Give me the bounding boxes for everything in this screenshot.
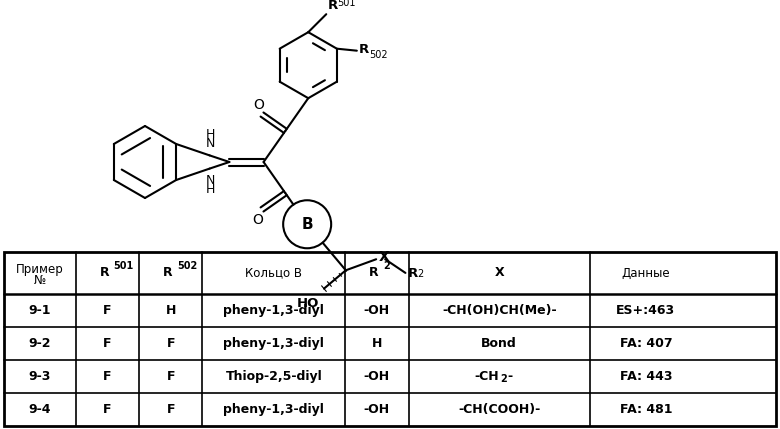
Text: FA: 443: FA: 443 <box>619 370 672 383</box>
Text: Thiop-2,5-diyl: Thiop-2,5-diyl <box>225 370 322 383</box>
Text: 2: 2 <box>417 269 424 279</box>
Text: Bond: Bond <box>481 337 517 350</box>
Text: ES+:463: ES+:463 <box>616 304 675 317</box>
Text: H: H <box>372 337 382 350</box>
Text: B: B <box>301 217 313 232</box>
Bar <box>4 252 776 426</box>
Text: H: H <box>206 183 215 196</box>
Text: 9-2: 9-2 <box>29 337 51 350</box>
Text: 501: 501 <box>113 261 133 271</box>
Text: 502: 502 <box>369 50 388 60</box>
Text: Данные: Данные <box>622 266 670 280</box>
Text: R: R <box>328 0 338 12</box>
Text: pheny-1,3-diyl: pheny-1,3-diyl <box>223 337 324 350</box>
Text: 502: 502 <box>177 261 197 271</box>
Text: -: - <box>507 370 512 383</box>
Text: F: F <box>103 337 112 350</box>
Text: R: R <box>163 266 172 280</box>
Text: 501: 501 <box>337 0 356 8</box>
Text: H: H <box>206 128 215 142</box>
Text: F: F <box>103 403 112 416</box>
Text: -OH: -OH <box>363 304 390 317</box>
Text: R: R <box>369 266 378 280</box>
Text: X: X <box>495 266 504 280</box>
Text: -OH: -OH <box>363 403 390 416</box>
Text: -CH(OH)CH(Me)-: -CH(OH)CH(Me)- <box>442 304 557 317</box>
Text: O: O <box>253 214 264 227</box>
Text: X: X <box>379 250 390 264</box>
Text: 2: 2 <box>500 375 507 384</box>
Text: 9-3: 9-3 <box>29 370 51 383</box>
Text: R: R <box>100 266 109 280</box>
Text: O: O <box>254 97 264 112</box>
Text: 9-4: 9-4 <box>29 403 51 416</box>
Text: №: № <box>34 275 46 287</box>
Text: pheny-1,3-diyl: pheny-1,3-diyl <box>223 304 324 317</box>
Text: 9-1: 9-1 <box>29 304 51 317</box>
Text: Кольцо B: Кольцо B <box>246 266 303 280</box>
Text: F: F <box>103 304 112 317</box>
Text: HO: HO <box>296 296 319 310</box>
Text: Пример: Пример <box>16 263 64 275</box>
Text: -OH: -OH <box>363 370 390 383</box>
Text: FA: 407: FA: 407 <box>619 337 672 350</box>
Text: -CH: -CH <box>474 370 499 383</box>
Text: N: N <box>206 137 215 151</box>
Text: FA: 481: FA: 481 <box>619 403 672 416</box>
Text: 2: 2 <box>383 261 390 271</box>
Text: R: R <box>407 267 417 281</box>
Text: F: F <box>103 370 112 383</box>
Text: -CH(COOH)-: -CH(COOH)- <box>458 403 541 416</box>
Text: H: H <box>165 304 176 317</box>
Text: pheny-1,3-diyl: pheny-1,3-diyl <box>223 403 324 416</box>
Text: N: N <box>206 174 215 187</box>
Text: R: R <box>359 43 369 56</box>
Text: F: F <box>166 370 175 383</box>
Text: F: F <box>166 403 175 416</box>
Text: F: F <box>166 337 175 350</box>
